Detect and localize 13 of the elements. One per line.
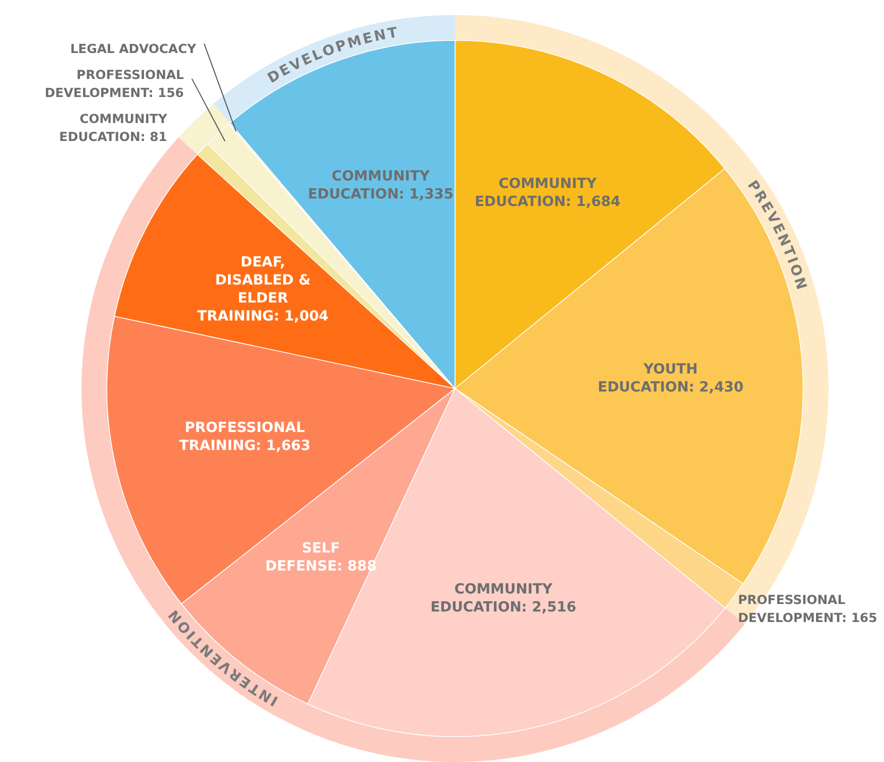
slice-label: PROFESSIONAL TRAINING: 1,663 (179, 420, 310, 454)
slice-label: YOUTH EDUCATION: 2,430 (598, 362, 744, 396)
slice-label: DEAF, DISABLED & ELDER TRAINING: 1,004 (197, 254, 329, 325)
slice-label: PROFESSIONAL DEVELOPMENT: 165 (738, 592, 878, 625)
slice-label: COMMUNITY EDUCATION: 2,516 (430, 581, 576, 616)
slice-label: LEGAL ADVOCACY (70, 40, 198, 56)
category-label: DEVELOPMENT (265, 24, 399, 87)
slice-label: PROFESSIONAL DEVELOPMENT: 156 (44, 66, 184, 100)
slice-label: COMMUNITY EDUCATION: 1,335 (308, 168, 454, 203)
slice-label: COMMUNITY EDUCATION: 81 (59, 110, 168, 144)
slice-label: COMMUNITY EDUCATION: 1,684 (474, 176, 621, 210)
category-label: PREVENTION (744, 178, 810, 292)
category-label: INTERVENTION (166, 606, 281, 709)
